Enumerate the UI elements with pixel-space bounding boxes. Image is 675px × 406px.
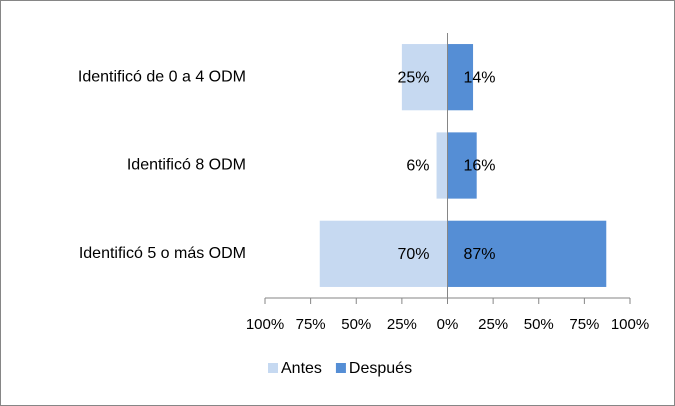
data-label: 14%	[464, 69, 496, 86]
bar	[447, 44, 474, 111]
data-label: 70%	[397, 246, 429, 263]
legend-swatch	[335, 363, 346, 373]
bar	[319, 220, 448, 287]
x-tick-label: 50%	[341, 316, 371, 333]
bar	[447, 220, 607, 287]
data-label: 87%	[464, 246, 496, 263]
legend-label: Después	[349, 360, 412, 377]
x-tick-label: 0%	[437, 316, 459, 333]
x-tick-label: 100%	[611, 316, 649, 333]
x-tick-label: 25%	[478, 316, 508, 333]
bar	[447, 132, 477, 199]
x-tick-label: 75%	[296, 316, 326, 333]
data-label: 6%	[406, 158, 429, 175]
x-tick-label: 25%	[387, 316, 417, 333]
category-label: Identificó de 0 a 4 ODM	[78, 68, 246, 85]
legend-swatch	[268, 363, 278, 373]
bar	[436, 132, 448, 199]
x-tick-label: 75%	[569, 316, 599, 333]
bar	[401, 44, 448, 111]
data-label: 25%	[397, 69, 429, 86]
category-label: Identificó 8 ODM	[127, 157, 246, 174]
x-tick-label: 100%	[246, 316, 284, 333]
category-label: Identificó 5 o más ODM	[79, 245, 246, 262]
data-label: 16%	[464, 158, 496, 175]
x-tick-label: 50%	[524, 316, 554, 333]
legend-label: Antes	[281, 360, 322, 377]
